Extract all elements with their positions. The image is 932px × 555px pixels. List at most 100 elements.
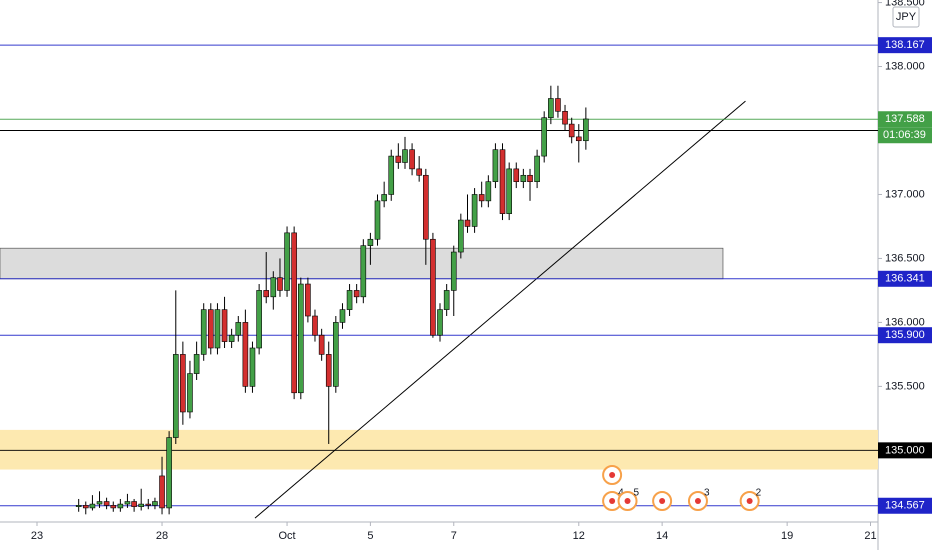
x-tick-label: 21 (864, 530, 876, 542)
candle-body (180, 354, 186, 413)
price-label: 137.588 (885, 113, 925, 125)
candle-body (513, 168, 520, 182)
candle-body (242, 322, 249, 387)
price-label: 135.900 (885, 329, 925, 341)
candle-body (485, 181, 492, 202)
candle-body (166, 437, 172, 509)
candle-body (152, 501, 158, 506)
candle-body (548, 98, 554, 119)
candle-body (409, 149, 415, 170)
candle-body (263, 290, 270, 298)
event-dot (746, 498, 753, 504)
candle-body (381, 194, 387, 202)
x-tick-label: 7 (451, 530, 457, 542)
price-label-box (878, 270, 932, 287)
y-tick-label: 137.000 (885, 188, 925, 200)
price-label: 136.341 (885, 273, 925, 285)
candle-body (443, 290, 450, 310)
candle-body (89, 503, 96, 509)
currency: JPY (896, 11, 917, 23)
candle-body (193, 354, 200, 374)
event-count: 2 (756, 488, 762, 499)
zone (0, 429, 878, 470)
candle-body (318, 334, 325, 355)
price-label: 135.000 (885, 444, 925, 456)
candle-body (221, 309, 228, 342)
x-tick-label: 12 (573, 530, 585, 542)
candle-body (124, 501, 131, 505)
x-tick-label: Oct (278, 530, 295, 542)
candle-body (575, 136, 582, 142)
candle-body (82, 505, 89, 509)
x-tick-label: 19 (781, 530, 793, 542)
price-label-box (878, 442, 932, 459)
candle-body (333, 322, 339, 387)
candle-body (75, 505, 82, 507)
price-label: 138.167 (885, 39, 925, 51)
x-tick-label: 14 (656, 530, 668, 542)
candle-body (207, 309, 214, 349)
candle-body (200, 309, 207, 355)
event-dot (659, 498, 666, 504)
candle-body (402, 149, 408, 163)
candle-body (270, 277, 277, 298)
candle-body (214, 309, 221, 349)
candle-body (353, 290, 360, 298)
candle-body (367, 238, 374, 246)
candle-body (235, 322, 242, 336)
candle-body (506, 168, 512, 214)
candle-body (96, 501, 103, 505)
y-tick-label: 135.500 (885, 380, 925, 392)
candle-body (346, 290, 353, 310)
event-dot (624, 498, 631, 504)
candle-body (256, 290, 262, 349)
event-count: 5 (634, 488, 640, 499)
candle-body (423, 174, 429, 240)
candle-body (298, 283, 304, 394)
candle-body (437, 309, 443, 336)
countdown-box (878, 127, 932, 144)
candle-body (159, 475, 165, 509)
candle-body (249, 347, 256, 387)
candle-body (103, 501, 110, 506)
event-count: 3 (704, 488, 710, 499)
candle-body (131, 501, 137, 507)
candle-body (138, 503, 144, 507)
y-tick-label: 136.000 (885, 316, 925, 328)
candle-body (117, 503, 124, 509)
candle-body (277, 277, 283, 291)
currency-box (892, 6, 920, 28)
price-label: 134.567 (885, 500, 925, 512)
candle-body (430, 238, 436, 336)
candle-body (458, 219, 464, 253)
price-label-box (878, 37, 932, 54)
event-dot (609, 498, 616, 504)
event-dot (694, 498, 701, 504)
y-tick-label: 136.500 (885, 252, 925, 264)
candle-body (499, 149, 506, 214)
candle-body (527, 174, 533, 182)
candle-body (562, 111, 568, 125)
candle-body (312, 315, 318, 336)
candle-body (339, 309, 346, 323)
candle-body (464, 219, 471, 227)
y-tick-label: 138.000 (885, 60, 925, 72)
candle-body (187, 373, 193, 413)
x-tick-label: 23 (31, 530, 43, 542)
x-tick-label: 5 (367, 530, 373, 542)
candle-body (325, 354, 332, 387)
candle-body (145, 503, 152, 506)
trendline (254, 100, 746, 519)
candle-body (360, 245, 367, 298)
candle-body (228, 334, 235, 342)
candle-body (568, 123, 575, 138)
candle-body (492, 149, 499, 182)
candle-body (388, 155, 395, 195)
candle-body (583, 118, 589, 142)
x-tick-label: 28 (156, 530, 168, 542)
candle-body (478, 194, 485, 202)
candle-body (395, 155, 402, 163)
price-label-box (878, 497, 932, 514)
countdown: 01:06:39 (883, 129, 926, 141)
